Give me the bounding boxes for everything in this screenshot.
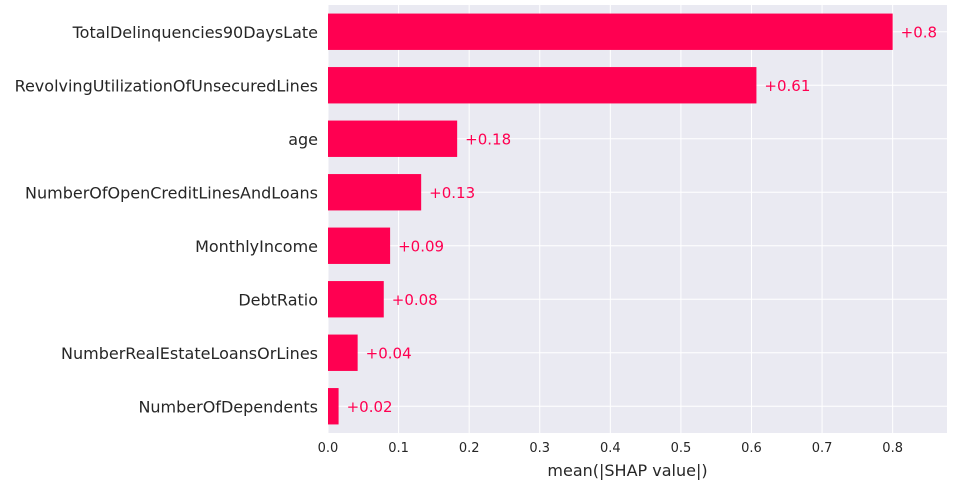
y-tick-labels: TotalDelinquencies90DaysLate RevolvingUti… <box>15 23 318 417</box>
bar-2 <box>328 120 458 157</box>
y-label-3: NumberOfOpenCreditLinesAndLoans <box>25 183 318 202</box>
x-tick-1: 0.1 <box>388 441 409 456</box>
x-tick-6: 0.6 <box>741 441 762 456</box>
x-tick-3: 0.3 <box>529 441 550 456</box>
y-label-7: NumberOfDependents <box>138 397 318 416</box>
y-label-4: MonthlyIncome <box>195 237 318 256</box>
x-tick-4: 0.4 <box>600 441 621 456</box>
data-label-3: +0.13 <box>429 184 475 202</box>
y-label-1: RevolvingUtilizationOfUnsecuredLines <box>15 76 318 95</box>
data-labels: +0.8 +0.61 +0.18 +0.13 +0.09 +0.08 +0.04 +0.02 <box>347 23 938 416</box>
data-label-5: +0.08 <box>392 291 438 309</box>
bar-7 <box>328 388 339 425</box>
bar-5 <box>328 281 384 318</box>
bar-1 <box>328 67 757 104</box>
y-label-5: DebtRatio <box>238 290 318 309</box>
y-label-0: TotalDelinquencies90DaysLate <box>72 23 318 42</box>
data-label-2: +0.18 <box>465 130 511 148</box>
x-tick-labels: 0.0 0.1 0.2 0.3 0.4 0.5 0.6 0.7 0.8 <box>318 441 903 456</box>
x-axis-label: mean(|SHAP value|) <box>547 461 707 480</box>
x-tick-2: 0.2 <box>459 441 480 456</box>
data-label-6: +0.04 <box>366 344 412 362</box>
bar-3 <box>328 174 422 211</box>
bar-0 <box>328 13 893 50</box>
y-label-2: age <box>288 130 318 149</box>
y-label-6: NumberRealEstateLoansOrLines <box>61 344 318 363</box>
bar-4 <box>328 227 391 264</box>
data-label-1: +0.61 <box>764 77 810 95</box>
x-tick-5: 0.5 <box>671 441 692 456</box>
x-tick-8: 0.8 <box>882 441 903 456</box>
bar-6 <box>328 334 358 371</box>
x-tick-0: 0.0 <box>318 441 339 456</box>
data-label-4: +0.09 <box>398 237 444 255</box>
x-tick-7: 0.7 <box>812 441 833 456</box>
data-label-7: +0.02 <box>347 398 393 416</box>
data-label-0: +0.8 <box>901 23 937 41</box>
bars <box>328 13 893 425</box>
